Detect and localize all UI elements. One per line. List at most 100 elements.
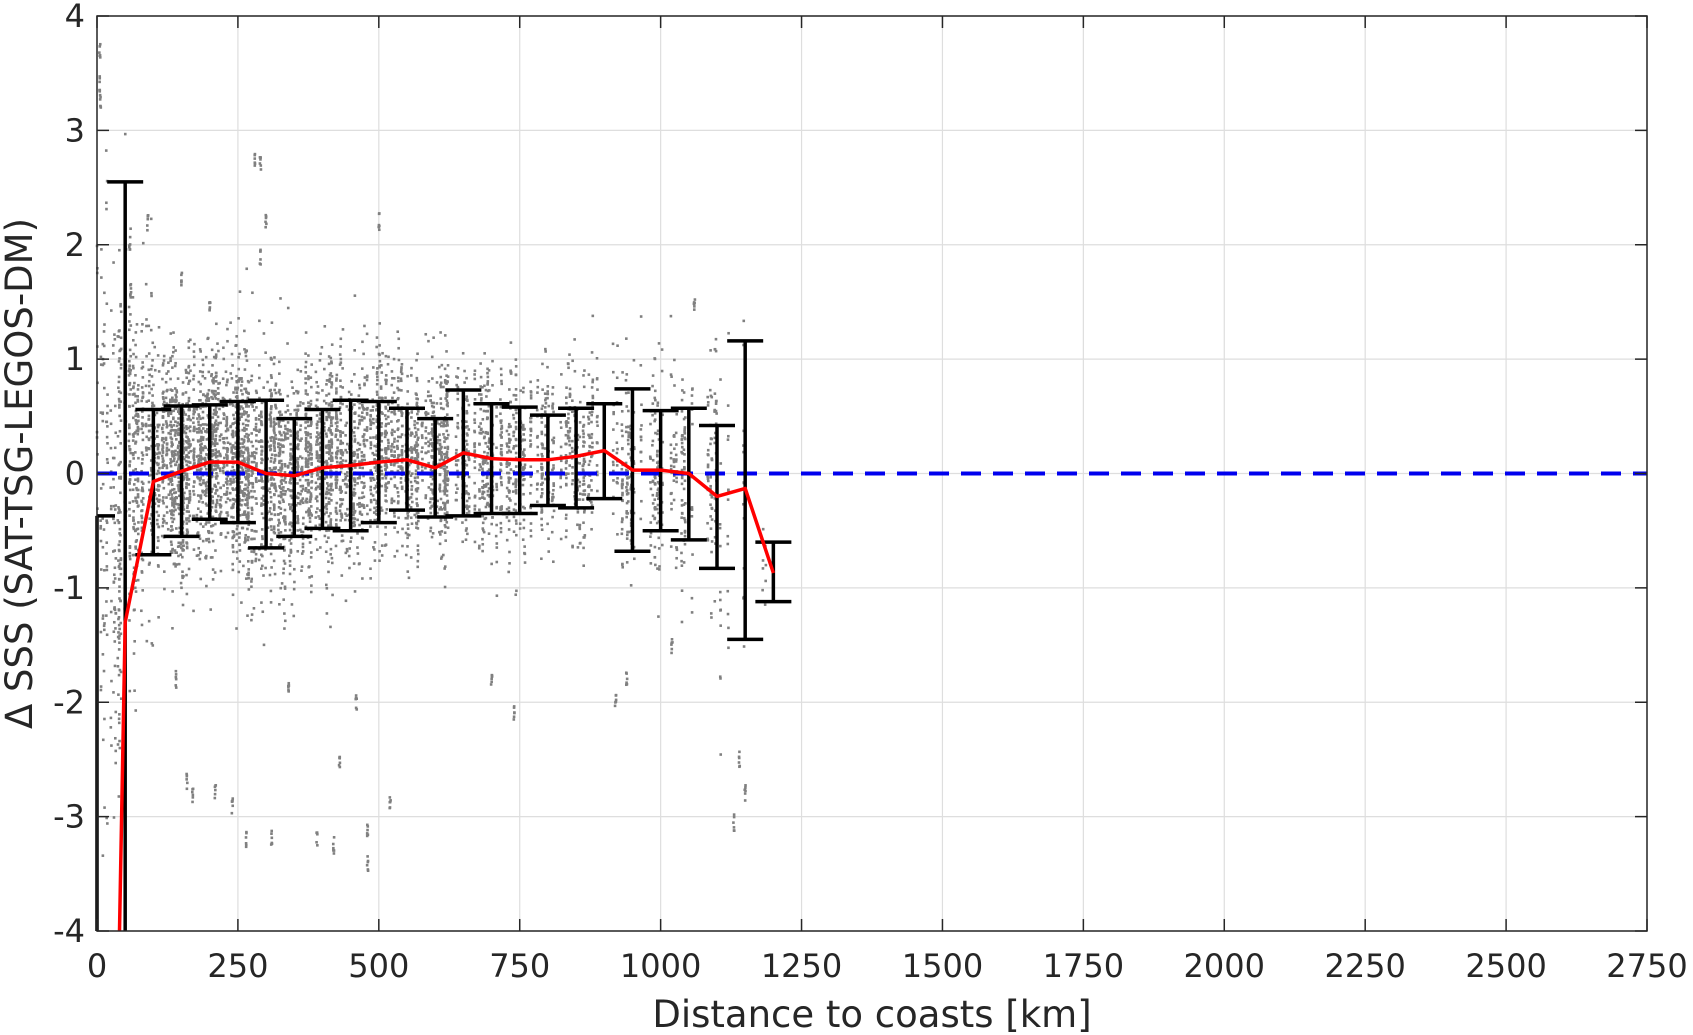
scatter-point xyxy=(132,386,135,390)
scatter-point xyxy=(344,518,347,522)
scatter-point xyxy=(224,493,228,496)
scatter-point xyxy=(210,373,214,376)
scatter-point xyxy=(486,382,489,385)
scatter-point xyxy=(241,445,244,449)
scatter-point xyxy=(298,478,302,482)
scatter-point xyxy=(178,531,182,534)
scatter-point xyxy=(232,516,235,519)
scatter-point xyxy=(156,425,160,429)
scatter-point xyxy=(277,544,281,548)
scatter-point xyxy=(226,441,230,445)
scatter-point xyxy=(214,406,218,409)
scatter-point xyxy=(406,402,409,406)
scatter-point xyxy=(282,571,285,575)
scatter-point xyxy=(214,505,218,509)
scatter-point xyxy=(161,464,165,467)
scatter-point xyxy=(191,416,195,420)
scatter-point xyxy=(456,426,460,430)
scatter-point xyxy=(363,428,367,432)
scatter-point xyxy=(375,382,379,386)
scatter-point xyxy=(240,405,243,408)
scatter-point xyxy=(307,462,310,465)
scatter-point xyxy=(243,435,247,438)
scatter-point xyxy=(257,414,261,417)
scatter-point xyxy=(214,522,217,526)
scatter-point xyxy=(300,565,304,568)
scatter-point xyxy=(272,506,276,510)
scatter-point xyxy=(344,491,348,495)
scatter-point xyxy=(330,451,334,455)
scatter-point xyxy=(103,622,106,625)
scatter-point xyxy=(192,350,196,353)
scatter-point xyxy=(430,432,433,435)
scatter-point xyxy=(236,524,239,528)
scatter-point xyxy=(487,441,491,444)
scatter-point xyxy=(155,472,159,476)
scatter-point xyxy=(216,481,220,485)
scatter-point xyxy=(136,414,140,418)
scatter-point xyxy=(174,449,177,453)
scatter-point xyxy=(156,435,159,439)
scatter-point xyxy=(436,511,439,515)
scatter-point xyxy=(180,546,183,550)
scatter-point xyxy=(181,392,185,395)
scatter-point xyxy=(286,432,289,435)
scatter-point xyxy=(515,522,518,525)
scatter-point xyxy=(207,397,211,400)
scatter-point xyxy=(373,498,376,502)
scatter-point xyxy=(199,417,202,421)
scatter-point xyxy=(483,517,487,521)
scatter-point xyxy=(305,497,308,501)
scatter-point xyxy=(309,497,313,501)
scatter-point xyxy=(149,459,153,462)
scatter-point xyxy=(401,466,404,470)
scatter-point xyxy=(184,413,187,416)
scatter-point xyxy=(505,465,509,468)
scatter-point xyxy=(235,539,238,543)
scatter-point xyxy=(415,397,418,400)
scatter-point xyxy=(238,454,242,458)
scatter-point xyxy=(250,585,253,589)
scatter-point xyxy=(187,346,191,350)
scatter-point xyxy=(243,348,246,351)
scatter-point xyxy=(99,487,103,490)
scatter-point xyxy=(446,380,449,384)
scatter-point xyxy=(499,476,503,480)
scatter-point xyxy=(329,518,333,521)
scatter-point xyxy=(296,391,300,395)
scatter-point xyxy=(270,405,273,408)
scatter-point xyxy=(323,325,327,328)
scatter-point xyxy=(117,673,121,677)
scatter-point xyxy=(279,507,283,510)
scatter-point xyxy=(329,547,333,551)
scatter-point xyxy=(385,464,388,467)
scatter-point xyxy=(174,502,177,506)
scatter-point xyxy=(210,442,214,446)
scatter-point xyxy=(169,489,173,493)
scatter-point xyxy=(235,374,238,378)
scatter-point xyxy=(226,457,229,461)
scatter-point xyxy=(218,407,221,411)
scatter-point xyxy=(170,493,174,496)
scatter-point xyxy=(214,355,218,358)
scatter-point xyxy=(358,406,361,410)
scatter-point xyxy=(338,353,342,356)
scatter-point xyxy=(445,395,449,399)
scatter-point xyxy=(262,486,265,489)
scatter-point xyxy=(390,501,394,505)
scatter-point xyxy=(106,425,109,428)
scatter-point xyxy=(397,500,400,503)
scatter-point xyxy=(514,509,518,512)
scatter-point xyxy=(439,533,442,536)
scatter-point xyxy=(225,418,228,422)
scatter-point xyxy=(177,433,181,437)
scatter-point xyxy=(305,500,309,504)
scatter-point xyxy=(201,457,205,461)
scatter-point xyxy=(151,401,154,405)
scatter-point xyxy=(478,508,481,512)
scatter-point xyxy=(369,421,373,424)
scatter-point xyxy=(481,528,485,532)
scatter-point xyxy=(118,567,122,571)
scatter-point xyxy=(145,453,149,456)
scatter-point xyxy=(175,389,178,392)
